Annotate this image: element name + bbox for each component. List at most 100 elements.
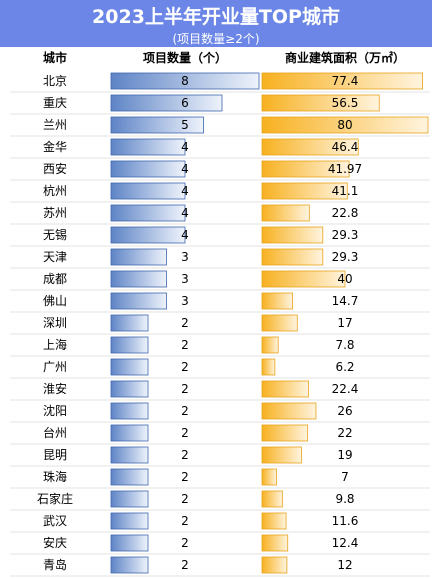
projects-bar [110,138,186,156]
projects-value-label: 2 [181,338,189,352]
city-label: 佛山 [43,294,67,308]
area-bar [261,182,348,200]
city-label: 天津 [43,250,67,264]
projects-bar [110,270,167,288]
area-bar [261,556,288,574]
city-label: 台州 [43,425,67,440]
area-bar [261,314,298,332]
area-bar [261,402,317,420]
area-value-label: 22 [337,426,352,440]
projects-bar [110,402,149,420]
projects-bar [110,468,149,486]
projects-bar [110,446,149,464]
area-value-label: 56.5 [332,96,359,110]
city-label: 北京 [43,74,67,88]
city-label: 兰州 [43,118,67,132]
city-label: 西安 [43,161,67,176]
area-value-label: 29.3 [332,228,359,242]
city-label: 沈阳 [43,403,67,418]
projects-bar [110,292,167,310]
projects-bar [110,94,223,112]
projects-bar [110,314,149,332]
area-value-label: 19 [337,448,352,462]
area-bar [261,468,277,486]
area-bar [261,270,346,288]
area-value-label: 29.3 [332,250,359,264]
city-label: 上海 [43,337,67,352]
city-label: 昆明 [43,448,67,462]
projects-value-label: 5 [181,118,189,132]
city-label: 无锡 [43,227,67,242]
projects-value-label: 4 [181,140,189,154]
city-label: 安庆 [43,535,67,550]
city-label: 杭州 [43,183,67,198]
area-bar [261,512,287,530]
projects-bar [110,226,186,244]
projects-value-label: 2 [181,316,189,330]
area-bar [261,116,429,134]
area-bar [261,336,279,354]
chart-subtitle: (项目数量≥2个) [172,32,260,46]
area-value-label: 22.8 [332,206,359,220]
projects-bar [110,248,167,266]
projects-bar [110,72,260,90]
area-bar [261,490,283,508]
city-label: 淮安 [43,381,67,396]
projects-bar [110,116,204,134]
projects-value-label: 2 [181,536,189,550]
area-value-label: 14.7 [332,294,359,308]
area-bar [261,226,324,244]
area-value-label: 11.6 [332,514,359,528]
city-label: 珠海 [43,469,67,484]
projects-bar [110,336,149,354]
projects-value-label: 2 [181,360,189,374]
title-banner: 2023上半年开业量TOP城市 (项目数量≥2个) [0,0,432,47]
area-bar [261,72,424,90]
column-header: 商业建筑面积（万㎡） [285,50,405,65]
projects-bar [110,490,149,508]
projects-value-label: 2 [181,514,189,528]
area-value-label: 77.4 [332,74,359,88]
projects-value-label: 3 [181,272,189,286]
projects-bar [110,512,149,530]
city-label: 广州 [43,360,67,374]
area-value-label: 12.4 [332,536,359,550]
area-bar [261,358,276,376]
column-header: 城市 [43,50,67,65]
projects-bar [110,534,149,552]
area-value-label: 80 [337,118,352,132]
city-label: 苏州 [43,206,67,220]
area-bar [261,204,310,222]
area-value-label: 41.1 [332,184,359,198]
city-label: 深圳 [43,316,67,330]
projects-bar [110,424,149,442]
projects-bar [110,182,186,200]
projects-value-label: 6 [181,96,189,110]
projects-value-label: 2 [181,492,189,506]
projects-value-label: 2 [181,470,189,484]
area-value-label: 26 [337,404,352,418]
projects-bar [110,358,149,376]
area-value-label: 17 [337,316,352,330]
projects-value-label: 8 [181,74,189,88]
projects-value-label: 4 [181,184,189,198]
area-value-label: 22.4 [332,382,359,396]
city-label: 成都 [43,272,67,286]
area-bar [261,138,359,156]
area-bar [261,292,293,310]
projects-value-label: 4 [181,206,189,220]
projects-value-label: 2 [181,404,189,418]
area-bar [261,446,302,464]
projects-value-label: 2 [181,558,189,572]
area-bar [261,534,289,552]
projects-value-label: 2 [181,382,189,396]
projects-value-label: 2 [181,426,189,440]
projects-bar [110,160,186,178]
projects-value-label: 3 [181,294,189,308]
city-label: 青岛 [43,557,67,572]
area-bar [261,94,380,112]
area-value-label: 9.8 [335,492,354,506]
projects-bar [110,204,186,222]
projects-value-label: 3 [181,250,189,264]
